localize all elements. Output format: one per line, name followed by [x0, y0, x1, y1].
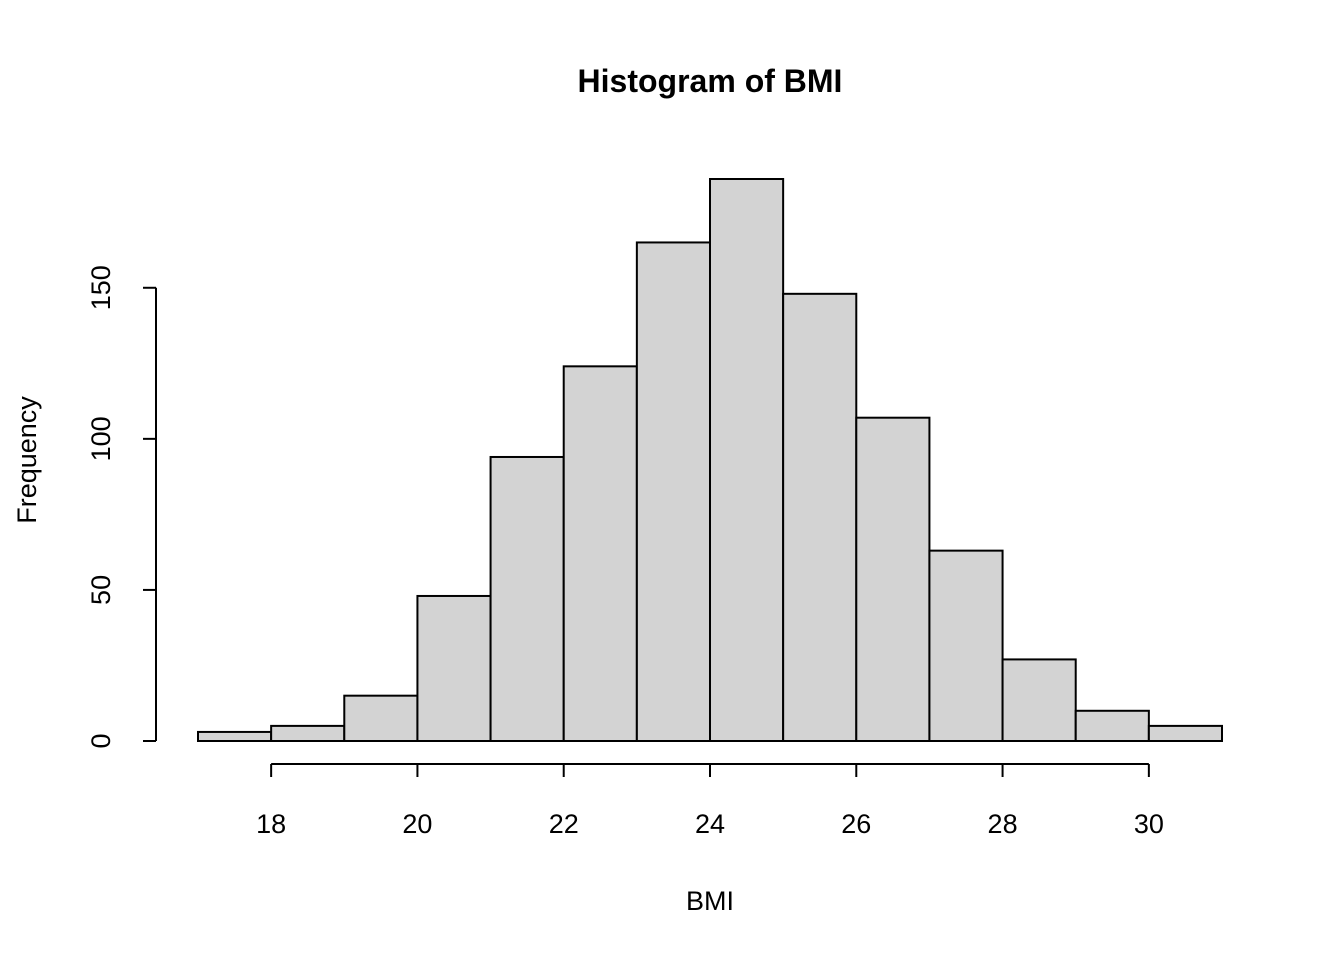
x-tick-label: 26 [841, 809, 871, 839]
x-tick-label: 24 [695, 809, 725, 839]
y-tick-label: 0 [86, 733, 116, 748]
histogram-bar [1147, 724, 1224, 742]
y-axis: 0 50 100 150 [86, 265, 157, 749]
histogram-bar [343, 694, 419, 743]
histogram-bar [709, 178, 785, 742]
y-axis-label: Frequency [12, 396, 42, 524]
x-tick-label: 18 [256, 809, 286, 839]
histogram-bar [489, 455, 565, 742]
x-tick-label: 22 [549, 809, 579, 839]
histogram-bar [416, 594, 492, 742]
y-tick-label: 100 [86, 416, 116, 461]
x-axis: 18 20 22 24 26 28 30 [256, 763, 1164, 839]
y-tick-label: 50 [86, 575, 116, 605]
histogram-bar [197, 730, 273, 743]
chart-title: Histogram of BMI [578, 63, 843, 99]
histogram-bar [782, 292, 858, 742]
histogram-bar [270, 724, 346, 742]
x-axis-label: BMI [686, 886, 734, 916]
histogram-bar [1001, 658, 1077, 743]
histogram-bar [855, 416, 931, 742]
histogram-bar [1074, 709, 1150, 743]
x-tick-label: 28 [988, 809, 1018, 839]
y-tick-label: 150 [86, 265, 116, 310]
histogram-bar [562, 365, 638, 742]
x-tick-label: 30 [1134, 809, 1164, 839]
histogram-bar [635, 241, 711, 743]
histogram-bar [928, 549, 1004, 742]
bars-group [197, 178, 1224, 743]
x-tick-label: 20 [402, 809, 432, 839]
